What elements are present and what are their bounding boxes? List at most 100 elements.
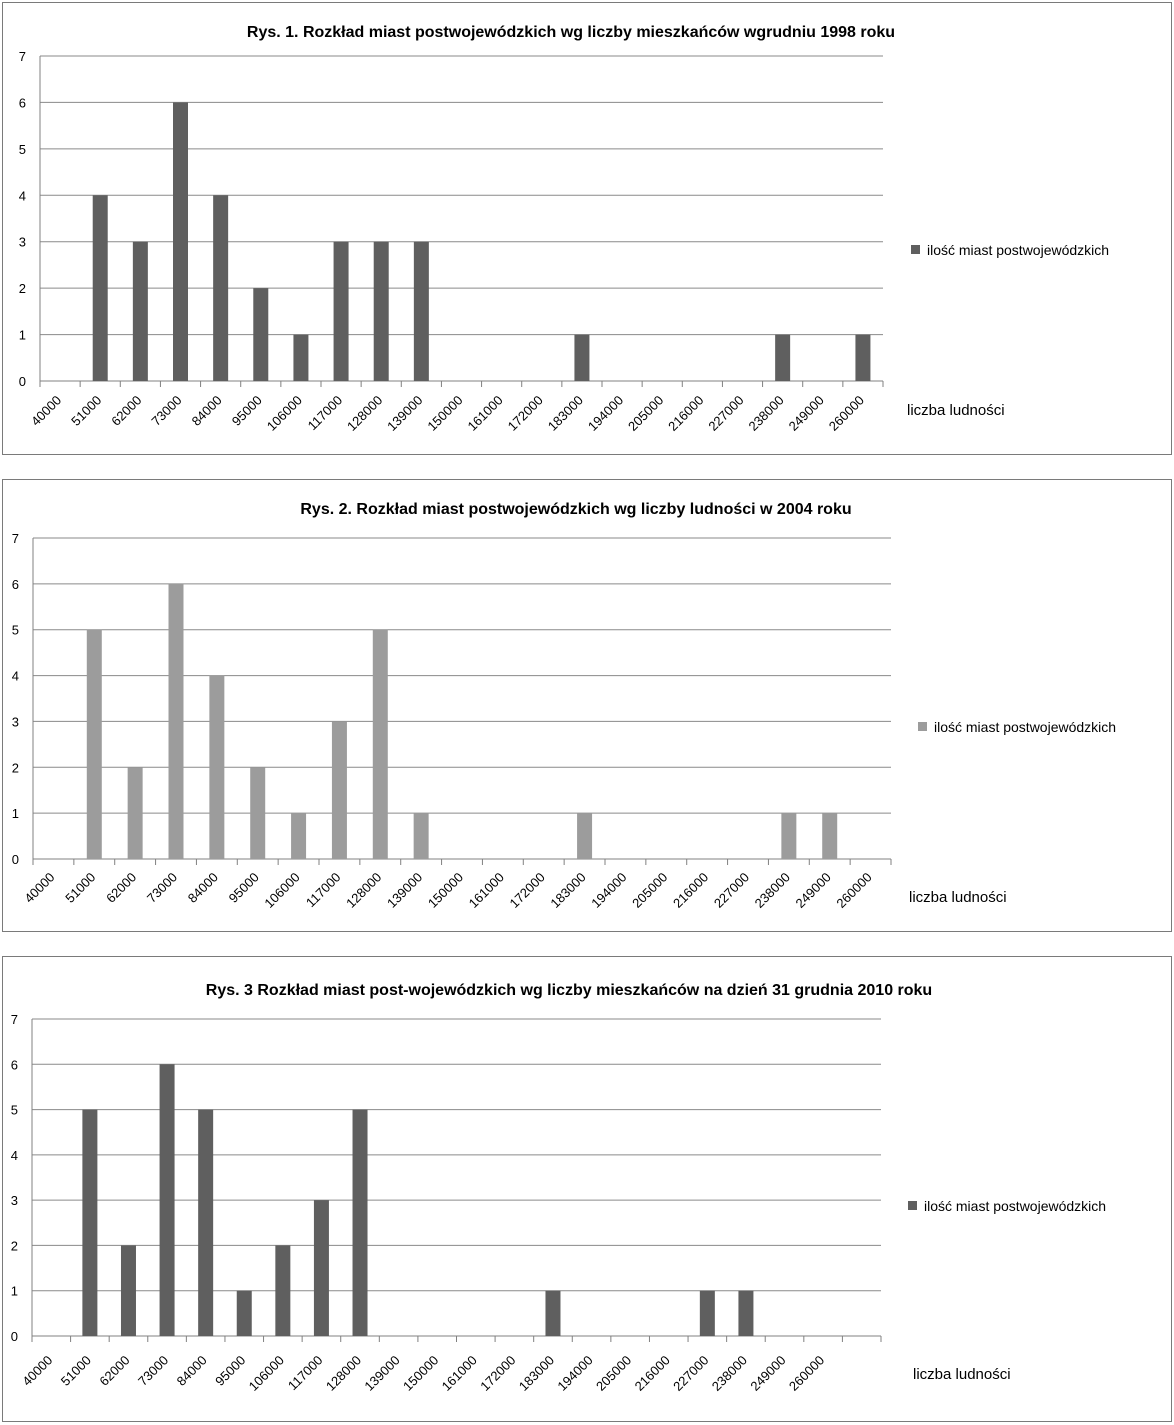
x-tick-label: 172000: [507, 870, 548, 911]
x-tick-label: 95000: [229, 393, 265, 429]
x-tick-label: 161000: [466, 870, 507, 911]
legend-swatch: [918, 722, 927, 731]
x-tick-label: 216000: [670, 870, 711, 911]
chart-title: Rys. 2. Rozkład miast postwojewódzkich w…: [300, 501, 851, 518]
x-tick-label: 84000: [185, 870, 221, 906]
x-tick-label: 95000: [226, 870, 262, 906]
bar: [372, 629, 388, 859]
chart-panel-2004: Rys. 2. Rozkład miast postwojewódzkich w…: [2, 479, 1172, 932]
x-tick-label: 139000: [384, 393, 425, 434]
chart-panel-1998: Rys. 1. Rozkład miast postwojewódzkich w…: [2, 2, 1172, 455]
bar: [92, 195, 108, 381]
y-tick-label: 3: [19, 235, 26, 250]
x-tick-label: 249000: [747, 1353, 788, 1394]
y-tick-label: 7: [19, 49, 26, 64]
x-axis-title: liczba ludności: [909, 889, 1007, 906]
x-tick-label: 106000: [246, 1353, 287, 1394]
bar: [574, 334, 590, 381]
y-tick-label: 6: [19, 95, 26, 110]
bar: [775, 334, 791, 381]
x-tick-label: 51000: [58, 1353, 94, 1389]
x-tick-label: 139000: [361, 1353, 402, 1394]
bar: [198, 1109, 214, 1336]
x-tick-label: 194000: [554, 1353, 595, 1394]
x-tick-label: 73000: [148, 393, 184, 429]
bar: [82, 1109, 98, 1336]
chart-2010: Rys. 3 Rozkład miast post-wojewódzkich w…: [11, 982, 1106, 1394]
x-tick-label: 194000: [588, 870, 629, 911]
x-tick-label: 73000: [135, 1353, 171, 1389]
bar: [313, 1200, 329, 1336]
x-tick-label: 238000: [752, 870, 793, 911]
x-tick-label: 161000: [439, 1353, 480, 1394]
x-tick-label: 128000: [344, 393, 385, 434]
x-tick-label: 183000: [547, 870, 588, 911]
bar: [699, 1290, 715, 1336]
x-tick-label: 205000: [593, 1353, 634, 1394]
y-tick-label: 1: [12, 806, 19, 821]
x-tick-label: 62000: [103, 870, 139, 906]
x-tick-label: 106000: [261, 870, 302, 911]
x-tick-label: 238000: [709, 1353, 750, 1394]
x-tick-label: 73000: [144, 870, 180, 906]
y-tick-label: 7: [11, 1012, 18, 1027]
y-tick-label: 1: [11, 1284, 18, 1299]
x-tick-label: 183000: [516, 1353, 557, 1394]
y-tick-label: 2: [12, 760, 19, 775]
chart-title: Rys. 3 Rozkład miast post-wojewódzkich w…: [206, 982, 932, 999]
y-tick-label: 5: [12, 623, 19, 638]
legend-label: ilość miast postwojewódzkich: [934, 719, 1116, 735]
y-tick-label: 1: [19, 328, 26, 343]
x-tick-label: 238000: [745, 393, 786, 434]
bar: [86, 629, 102, 859]
x-tick-label: 227000: [705, 393, 746, 434]
chart-1998: Rys. 1. Rozkład miast postwojewódzkich w…: [19, 24, 1109, 434]
y-tick-label: 4: [12, 669, 19, 684]
x-tick-label: 216000: [665, 393, 706, 434]
x-tick-label: 51000: [62, 870, 98, 906]
bar: [413, 813, 429, 859]
bar: [168, 583, 184, 859]
y-tick-label: 7: [12, 531, 19, 546]
y-tick-label: 2: [19, 281, 26, 296]
x-tick-label: 150000: [425, 870, 466, 911]
x-tick-label: 227000: [711, 870, 752, 911]
bar: [822, 813, 838, 859]
y-tick-label: 3: [12, 714, 19, 729]
x-tick-label: 62000: [96, 1353, 132, 1389]
x-tick-label: 40000: [28, 393, 64, 429]
x-tick-label: 161000: [464, 393, 505, 434]
x-tick-label: 139000: [384, 870, 425, 911]
y-tick-label: 6: [12, 577, 19, 592]
bar: [577, 813, 593, 859]
bar: [333, 241, 349, 381]
x-tick-label: 117000: [285, 1353, 326, 1394]
x-tick-label: 117000: [303, 870, 344, 911]
legend-swatch: [911, 245, 920, 254]
bar: [413, 241, 429, 381]
y-tick-label: 5: [19, 142, 26, 157]
x-tick-label: 205000: [629, 870, 670, 911]
bar: [293, 334, 309, 381]
bar: [173, 102, 188, 381]
bar: [291, 813, 307, 859]
x-tick-label: 183000: [545, 393, 586, 434]
bar: [275, 1245, 291, 1336]
x-tick-label: 95000: [212, 1353, 248, 1389]
bar: [855, 334, 871, 381]
x-tick-label: 51000: [68, 393, 104, 429]
bar: [352, 1109, 368, 1336]
x-tick-label: 249000: [793, 870, 834, 911]
bar: [127, 767, 143, 859]
y-tick-label: 5: [11, 1103, 18, 1118]
x-tick-label: 172000: [505, 393, 546, 434]
x-tick-label: 194000: [585, 393, 626, 434]
x-axis-title: liczba ludności: [913, 1366, 1011, 1383]
x-tick-label: 40000: [21, 870, 57, 906]
x-axis-title: liczba ludności: [907, 402, 1005, 419]
bar: [213, 195, 229, 381]
x-tick-label: 128000: [343, 870, 384, 911]
bar: [159, 1064, 175, 1336]
chart-2004: Rys. 2. Rozkład miast postwojewódzkich w…: [12, 501, 1116, 911]
x-tick-label: 227000: [670, 1353, 711, 1394]
